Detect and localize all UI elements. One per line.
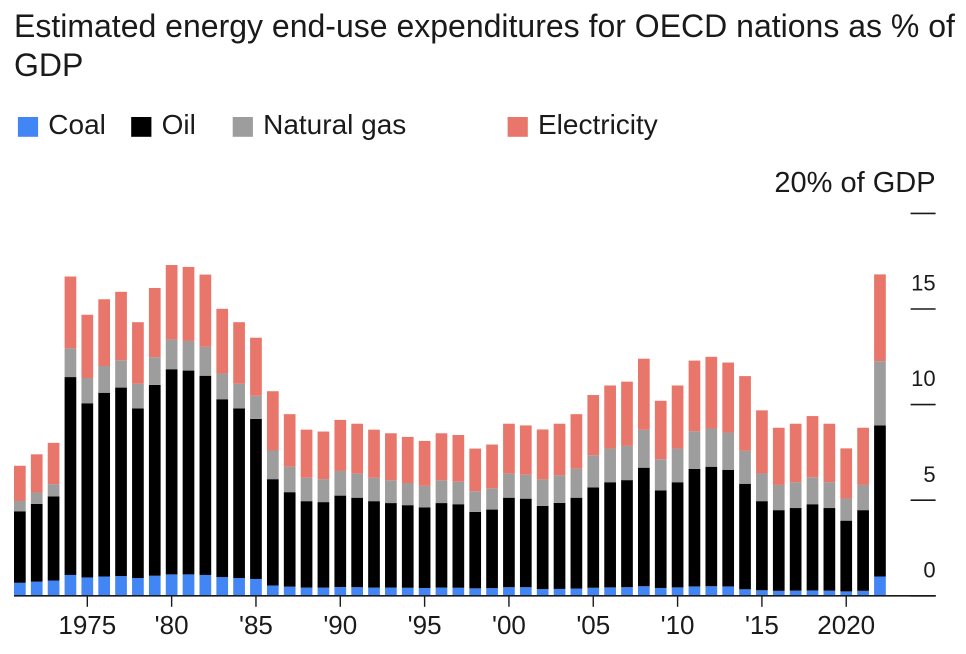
svg-text:20% of GDP: 20% of GDP [774,167,935,199]
svg-text:'00: '00 [492,610,526,640]
svg-text:Estimated energy end-use expen: Estimated energy end-use expenditures fo… [14,8,955,44]
svg-text:0: 0 [923,557,935,582]
svg-text:15: 15 [911,271,935,296]
svg-text:'85: '85 [239,610,273,640]
svg-text:Natural gas: Natural gas [263,109,406,140]
svg-text:'05: '05 [576,610,610,640]
svg-text:5: 5 [923,462,935,487]
svg-text:'15: '15 [745,610,779,640]
svg-text:2020: 2020 [817,610,875,640]
svg-text:Oil: Oil [162,109,196,140]
svg-text:Electricity: Electricity [538,109,658,140]
svg-text:10: 10 [911,366,935,391]
svg-text:Coal: Coal [48,109,106,140]
svg-text:1975: 1975 [58,610,116,640]
svg-text:GDP: GDP [14,47,83,83]
svg-text:'80: '80 [155,610,189,640]
svg-text:'95: '95 [408,610,442,640]
svg-text:'90: '90 [323,610,357,640]
svg-text:'10: '10 [661,610,695,640]
